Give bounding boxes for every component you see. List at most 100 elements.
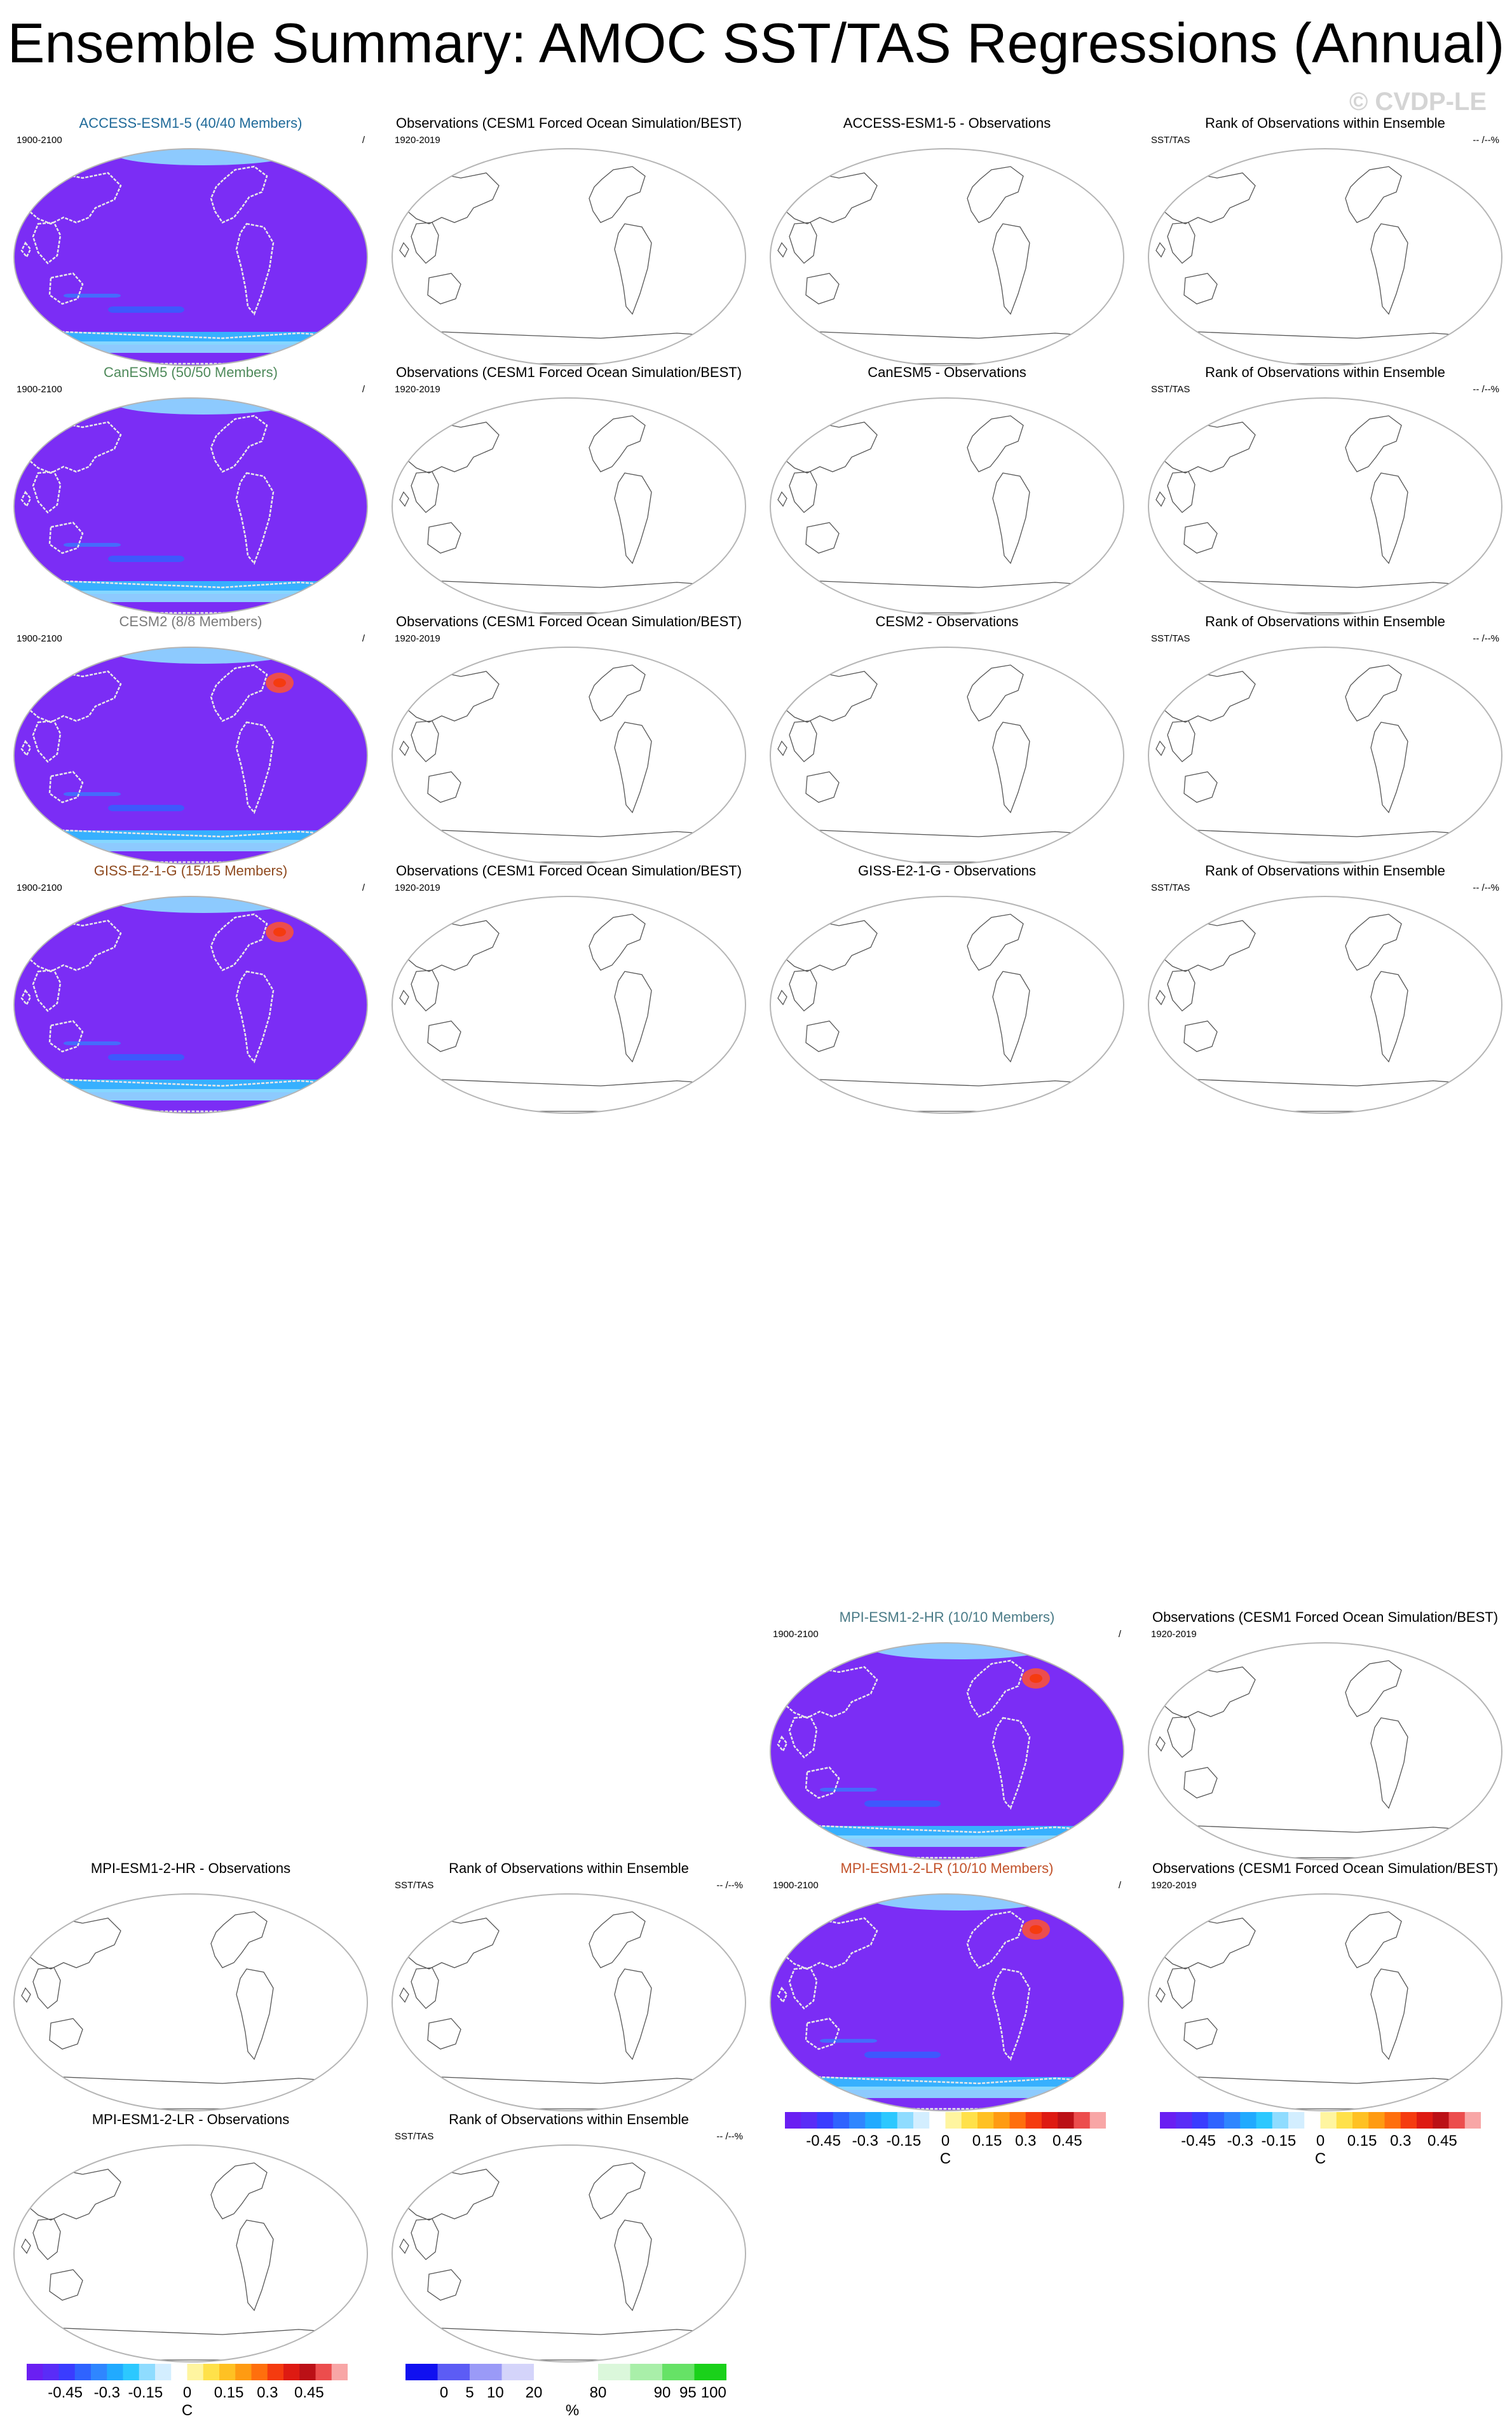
panel-left-label: 1920-2019 (395, 384, 440, 395)
coastline (1167, 970, 1195, 1012)
coastline (614, 1968, 652, 2061)
colorbar-tick-label: 0.3 (1015, 2132, 1037, 2150)
map-frame (770, 397, 1124, 615)
coastline (1471, 920, 1496, 945)
coastline (32, 470, 62, 514)
colorbar-swatches (1160, 2112, 1481, 2129)
colorbar-swatch (219, 2364, 236, 2380)
coastline (236, 1968, 274, 2061)
coastline (1155, 1736, 1166, 1752)
coastline (20, 739, 32, 757)
coastline (714, 2169, 740, 2194)
map-panel: Rank of Observations within Ensemble SST/… (1141, 862, 1509, 1114)
panel-right-label: -- /--% (1473, 633, 1499, 644)
coastline (589, 415, 646, 472)
coastline (1148, 1079, 1502, 1112)
colorbar-swatch (1272, 2112, 1289, 2129)
coastline (1155, 1987, 1166, 2003)
colorbar-tick-label: 90 (653, 2384, 671, 2401)
anomaly-band (108, 556, 184, 562)
map-panel: GISS-E2-1-G (15/15 Members) 1900-2100 / (6, 862, 375, 1114)
coastline (1183, 1020, 1218, 1052)
ocean-field (14, 149, 367, 366)
panel-title: GISS-E2-1-G (15/15 Members) (93, 863, 288, 879)
panel-left-label: SST/TAS (395, 1880, 434, 1891)
map-panel: CanESM5 - Observations (763, 364, 1131, 615)
panel-left-label: SST/TAS (1151, 882, 1190, 893)
coastline (805, 1766, 840, 1799)
map-panel: CESM2 - Observations (763, 613, 1131, 865)
coastline (32, 2218, 61, 2260)
colorbar-swatch (1089, 2112, 1107, 2129)
map-plot (1148, 1642, 1502, 1860)
coastline (589, 914, 646, 971)
coastline (714, 920, 740, 945)
anomaly-band (864, 2052, 941, 2058)
colorbar-swatch (405, 2364, 438, 2380)
colorbar-swatch (501, 2364, 535, 2380)
coastline (777, 1735, 788, 1753)
panel-title: CanESM5 - Observations (868, 364, 1026, 380)
coastline (210, 415, 268, 473)
anomaly-band (108, 1054, 184, 1060)
panel-title: Rank of Observations within Ensemble (1205, 863, 1445, 879)
coastline (336, 919, 362, 946)
anomaly-band (864, 1800, 941, 1807)
anomaly-band (64, 294, 121, 298)
coastline (992, 223, 1030, 315)
coastline (1471, 172, 1496, 198)
coastline (411, 720, 439, 762)
colorbar-swatches (405, 2364, 727, 2380)
map-plot (1148, 896, 1502, 1114)
anomaly-band (38, 1089, 343, 1101)
arctic-anomaly (114, 149, 292, 165)
panel-title: Observations (CESM1 Forced Ocean Simulat… (395, 364, 742, 380)
map-frame (392, 896, 746, 1114)
map-frame (392, 397, 746, 615)
coastline (1093, 172, 1118, 198)
colorbar-swatch (801, 2112, 817, 2129)
colorbar-tick-label: 0.45 (1052, 2132, 1082, 2150)
anomaly-band (108, 805, 184, 811)
panel-title: Observations (CESM1 Forced Ocean Simulat… (395, 614, 742, 629)
colorbar-rank: 0 5 10 20 80 90 95 100% (405, 2364, 727, 2424)
colorbar-tick-label: 20 (525, 2384, 543, 2401)
panel-left-label: 1900-2100 (773, 1880, 819, 1891)
anomaly-band (64, 1041, 121, 1045)
colorbar-swatch (913, 2112, 930, 2129)
coastline (1093, 671, 1118, 696)
map-frame (770, 1893, 1124, 2111)
colorbar-swatch (1368, 2112, 1385, 2129)
panel-right-label: / (362, 633, 365, 644)
map-panel: ACCESS-ESM1-5 (40/40 Members) 1900-2100 / (6, 114, 375, 366)
coastline (336, 421, 362, 448)
colorbar-swatch (694, 2364, 727, 2380)
colorbar-swatch (1448, 2112, 1466, 2129)
anomaly-band (108, 306, 184, 313)
map-plot (392, 2144, 746, 2363)
coastline (336, 670, 362, 697)
coastline (589, 2162, 646, 2219)
panel-right-label: / (362, 135, 365, 146)
panel-title: ACCESS-ESM1-5 - Observations (843, 115, 1051, 131)
colorbar-swatch (977, 2112, 994, 2129)
coastline (1370, 1717, 1408, 1809)
panel-title: Rank of Observations within Ensemble (1205, 115, 1445, 131)
coastline (210, 1911, 268, 1968)
colorbar-swatches (785, 2112, 1107, 2129)
coastline (399, 2238, 409, 2254)
colorbar-swatch (833, 2112, 850, 2129)
colorbar-swatch (107, 2364, 123, 2380)
colorbar-tick-label: -0.15 (886, 2132, 922, 2150)
colorbar-tick-label: -0.15 (1261, 2132, 1297, 2150)
map-plot (1148, 148, 1502, 366)
coastline (427, 2269, 461, 2301)
coastline (1167, 471, 1195, 513)
panel-left-label: 1900-2100 (773, 1629, 819, 1640)
panel-title: MPI-ESM1-2-HR (10/10 Members) (839, 1609, 1055, 1625)
colorbar-tick-label: 0.15 (972, 2132, 1002, 2150)
colorbar-swatch (566, 2364, 599, 2380)
map-frame (13, 896, 368, 1114)
colorbar-swatch (43, 2364, 59, 2380)
map-frame (13, 1893, 368, 2111)
